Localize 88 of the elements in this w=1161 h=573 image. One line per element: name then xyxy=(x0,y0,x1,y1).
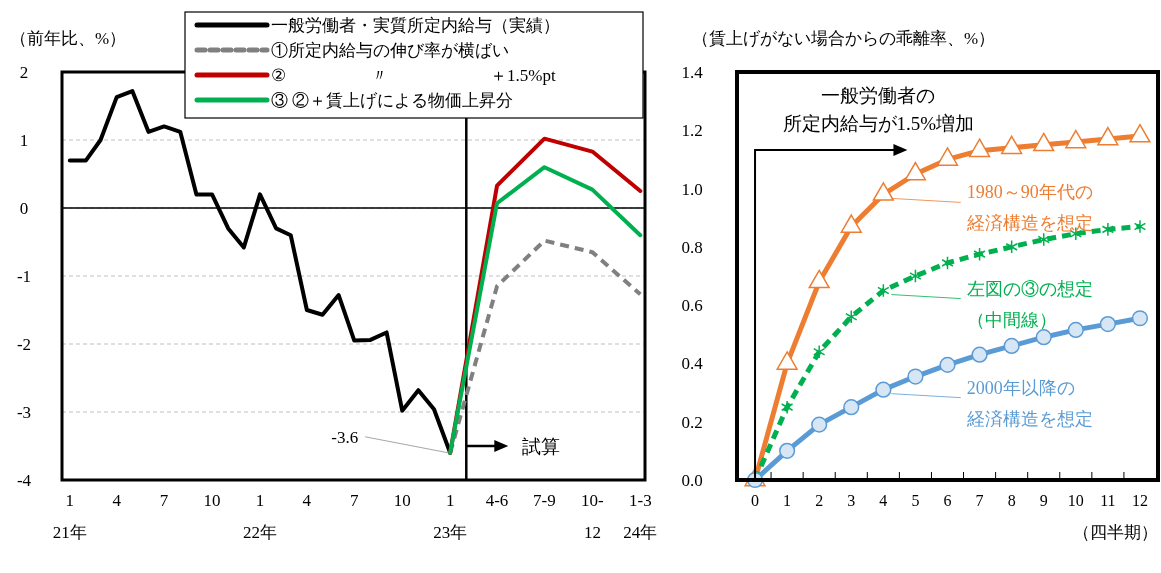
y-tick-label: 1.0 xyxy=(681,179,703,199)
x-tick-label: 2 xyxy=(815,492,824,509)
x-tick-label: 7 xyxy=(975,492,984,509)
point xyxy=(808,269,830,289)
y-axis-title: （前年比、%） xyxy=(10,29,127,48)
point xyxy=(936,147,959,166)
x-axis-title: （四半期） xyxy=(1073,523,1158,542)
x-tick-label: 8 xyxy=(1007,492,1016,509)
point xyxy=(941,255,954,270)
x-tick-label: 1 23年 xyxy=(433,491,468,542)
x-tick-label: 10 xyxy=(393,491,411,510)
x-tick-label: 1-3 24年 xyxy=(623,491,658,542)
annotation: 一般労働者の所定内給与が1.5%増加 xyxy=(782,85,975,134)
y-tick-label: -3 xyxy=(16,403,32,422)
point xyxy=(909,269,922,284)
point xyxy=(1133,219,1147,234)
point xyxy=(843,399,860,416)
point xyxy=(1005,239,1018,254)
y-tick-label: -2 xyxy=(16,335,32,354)
point xyxy=(1033,132,1055,152)
point xyxy=(1035,329,1052,346)
point xyxy=(971,346,988,363)
legend-label: ② 〃 ＋1.5%pt xyxy=(271,66,556,85)
x-tick-label: 4 xyxy=(112,491,122,510)
x-tick-label: 7 xyxy=(350,491,360,510)
y-tick-label: 2 xyxy=(19,63,29,82)
x-tick-label: 6 xyxy=(943,492,952,509)
x-tick-label: 4-6 xyxy=(485,491,509,510)
x-tick-label: 12 xyxy=(1131,492,1148,509)
x-tick-label: 1 22年 xyxy=(242,491,277,542)
x-tick-label: 10 xyxy=(1067,492,1084,509)
x-tick-label: 7 xyxy=(159,491,169,510)
point xyxy=(1037,232,1050,247)
y-tick-label: 0.2 xyxy=(681,412,703,432)
legend-label: 2000年以降の経済構造を想定 xyxy=(965,377,1093,429)
point xyxy=(1065,129,1087,149)
annotation: -3.6 xyxy=(331,427,359,447)
y-axis-title: （賃上げがない場合からの乖離率、%） xyxy=(692,29,996,48)
y-tick-label: 0 xyxy=(19,199,29,218)
point xyxy=(1003,337,1020,355)
point xyxy=(907,368,924,385)
x-tick-label: 0 xyxy=(751,492,760,509)
point xyxy=(877,283,890,298)
point xyxy=(875,381,892,398)
point xyxy=(1097,126,1119,146)
point xyxy=(840,214,862,233)
point xyxy=(872,182,894,201)
point xyxy=(904,161,927,181)
x-tick-label: 4 xyxy=(879,492,888,509)
point xyxy=(939,356,956,373)
y-tick-label: -1 xyxy=(16,267,32,286)
x-tick-label: 1 xyxy=(783,492,792,509)
point xyxy=(1131,310,1149,327)
annotation: 試算 xyxy=(522,436,561,457)
point xyxy=(779,442,796,459)
y-tick-label: 1.2 xyxy=(681,121,703,141)
x-tick-label: 7-9 xyxy=(533,491,556,510)
legend-label: 左図の③の想定（中間線） xyxy=(966,278,1093,330)
point xyxy=(845,309,858,324)
point xyxy=(813,344,826,359)
x-tick-label: 3 xyxy=(847,492,856,509)
point xyxy=(968,138,991,158)
legend-label: 1980～90年代の経済構造を想定 xyxy=(965,182,1093,234)
y-tick-label: 0.8 xyxy=(681,237,703,257)
y-tick-label: 0.0 xyxy=(681,471,703,490)
point xyxy=(1099,315,1116,333)
y-tick-label: 0.4 xyxy=(681,354,704,374)
legend-label: ①所定内給与の伸び率が横ばい xyxy=(271,41,509,60)
x-tick-label: 5 xyxy=(911,492,920,509)
x-tick-label: 1 21年 xyxy=(52,491,87,542)
legend-label: ③ ②＋賃上げによる物価上昇分 xyxy=(271,91,514,110)
y-tick-label: -4 xyxy=(16,471,32,490)
point xyxy=(1067,321,1084,339)
y-tick-label: 1.4 xyxy=(681,63,704,82)
x-tick-label: 9 xyxy=(1039,492,1048,509)
x-tick-label: 10 xyxy=(203,491,221,510)
y-tick-label: 0.6 xyxy=(681,296,703,316)
point xyxy=(811,416,828,433)
x-tick-label: 10- 12 xyxy=(581,491,605,542)
point xyxy=(973,247,986,262)
x-tick-label: 11 xyxy=(1100,492,1116,509)
y-tick-label: 1 xyxy=(19,131,29,150)
point xyxy=(780,400,794,415)
x-tick-label: 4 xyxy=(302,491,312,510)
point xyxy=(1129,123,1151,143)
point xyxy=(1001,135,1023,155)
point xyxy=(1101,222,1115,237)
legend-label: 一般労働者・実質所定内給与（実績） xyxy=(271,16,560,35)
